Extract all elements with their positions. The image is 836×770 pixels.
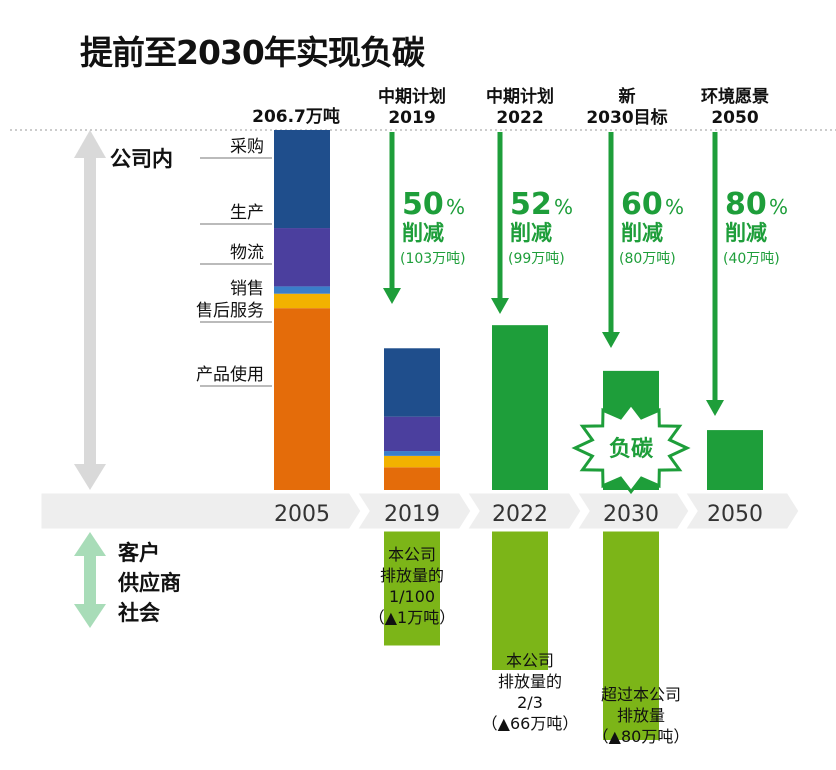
segment-label: 售后服务 [196,301,264,321]
bar-2005-segment [274,293,330,309]
carbon-negative-badge [571,401,691,495]
external-scope-arrow-down [74,604,106,628]
reduction-percent-unit: % [554,195,573,219]
bar-external-2022 [492,530,548,670]
external-note-line: 2/3 [517,693,543,712]
page-title: 提前至2030年实现负碳 [80,33,425,72]
reduction-arrow-head [491,298,509,314]
scope-internal-label: 公司内 [110,147,173,171]
reduction-percent: 52 [510,187,552,222]
reduction-label: 削减 [510,221,552,245]
column-header-line2: 2050 [711,108,758,128]
reduction-arrow-head [383,288,401,304]
reduction-amount: (103万吨) [400,251,466,267]
external-note-line: （▲1万吨） [369,608,456,627]
external-note-line: 本公司 [388,545,436,564]
reduction-percent: 50 [402,187,444,222]
segment-label: 生产 [230,203,264,223]
column-header-line2: 2030目标 [586,107,667,128]
timeline-year-label: 2005 [274,502,330,527]
external-note-line: （▲80万吨） [593,727,690,746]
bar-internal-2050 [707,430,763,490]
external-note-line: 排放量的 [380,566,444,585]
external-note-line: （▲66万吨） [482,714,579,733]
bar-2005-segment [274,308,330,490]
reduction-amount: (99万吨) [508,251,565,267]
reduction-percent: 80 [725,187,767,222]
external-scope-arrow-up [74,532,106,556]
timeline-year-label: 2022 [492,502,548,527]
column-header-line1: 环境愿景 [701,86,769,107]
bar-2019-segment [384,348,440,417]
external-note-line: 排放量 [617,706,665,725]
external-note-line: 本公司 [506,651,554,670]
bar-2019-segment [384,455,440,468]
carbon-negative-badge-label: 负碳 [609,437,654,462]
timeline-chevron [463,490,584,532]
timeline-chevron [353,490,474,532]
segment-label: 产品使用 [196,364,264,385]
bar-2019-segment [384,416,440,452]
timeline-year-label: 2019 [384,502,440,527]
bar-2019-segment [384,451,440,456]
scope-external-label: 供应商 [117,571,181,595]
bar-2005-segment [274,286,330,294]
reduction-arrow-shaft [608,132,614,336]
bar-2005-segment [274,228,330,287]
column-header-line1: 中期计划 [378,86,446,107]
reduction-percent-unit: % [665,195,684,219]
segment-label: 物流 [230,243,264,263]
timeline-chevron [38,490,364,532]
internal-scope-arrow-down [74,464,106,490]
reduction-percent-unit: % [446,195,465,219]
reduction-amount: (80万吨) [619,251,676,267]
timeline-chevron [573,490,692,532]
timeline-year-label: 2030 [603,502,659,527]
reduction-arrow-shaft [712,132,718,404]
column-header-line2: 2022 [496,108,543,128]
column-header-line1: 206.7万吨 [252,106,340,127]
bar-internal-2022 [492,325,548,490]
timeline-year-label: 2050 [707,502,763,527]
reduction-arrow-head [706,400,724,416]
reduction-label: 削减 [402,221,444,245]
segment-label: 采购 [230,137,264,157]
reduction-percent: 60 [621,187,663,222]
column-header-line2: 2019 [388,108,435,128]
column-header-line1: 新 [619,86,636,107]
bar-2019-segment [384,467,440,490]
reduction-label: 削减 [621,221,663,245]
internal-scope-arrow-up [74,130,106,158]
reduction-arrow-shaft [389,132,395,292]
column-header-line1: 中期计划 [486,86,554,107]
reduction-percent-unit: % [769,195,788,219]
reduction-amount: (40万吨) [723,251,780,267]
bar-external-2030 [603,530,659,740]
scope-external-label: 社会 [117,601,160,625]
bar-external-2019 [384,530,440,646]
external-note-line: 1/100 [389,587,435,606]
reduction-arrow-head [602,332,620,348]
reduction-label: 削减 [725,221,767,245]
external-note-line: 排放量的 [498,672,562,691]
reduction-arrow-shaft [497,132,503,302]
scope-external-label: 客户 [118,541,160,565]
external-note-line: 超过本公司 [601,685,681,704]
bar-2005-segment [274,130,330,229]
timeline-chevron [681,490,802,532]
external-scope-arrow-shaft [84,550,96,612]
internal-scope-arrow-shaft [84,150,96,472]
segment-label: 销售 [230,279,264,299]
